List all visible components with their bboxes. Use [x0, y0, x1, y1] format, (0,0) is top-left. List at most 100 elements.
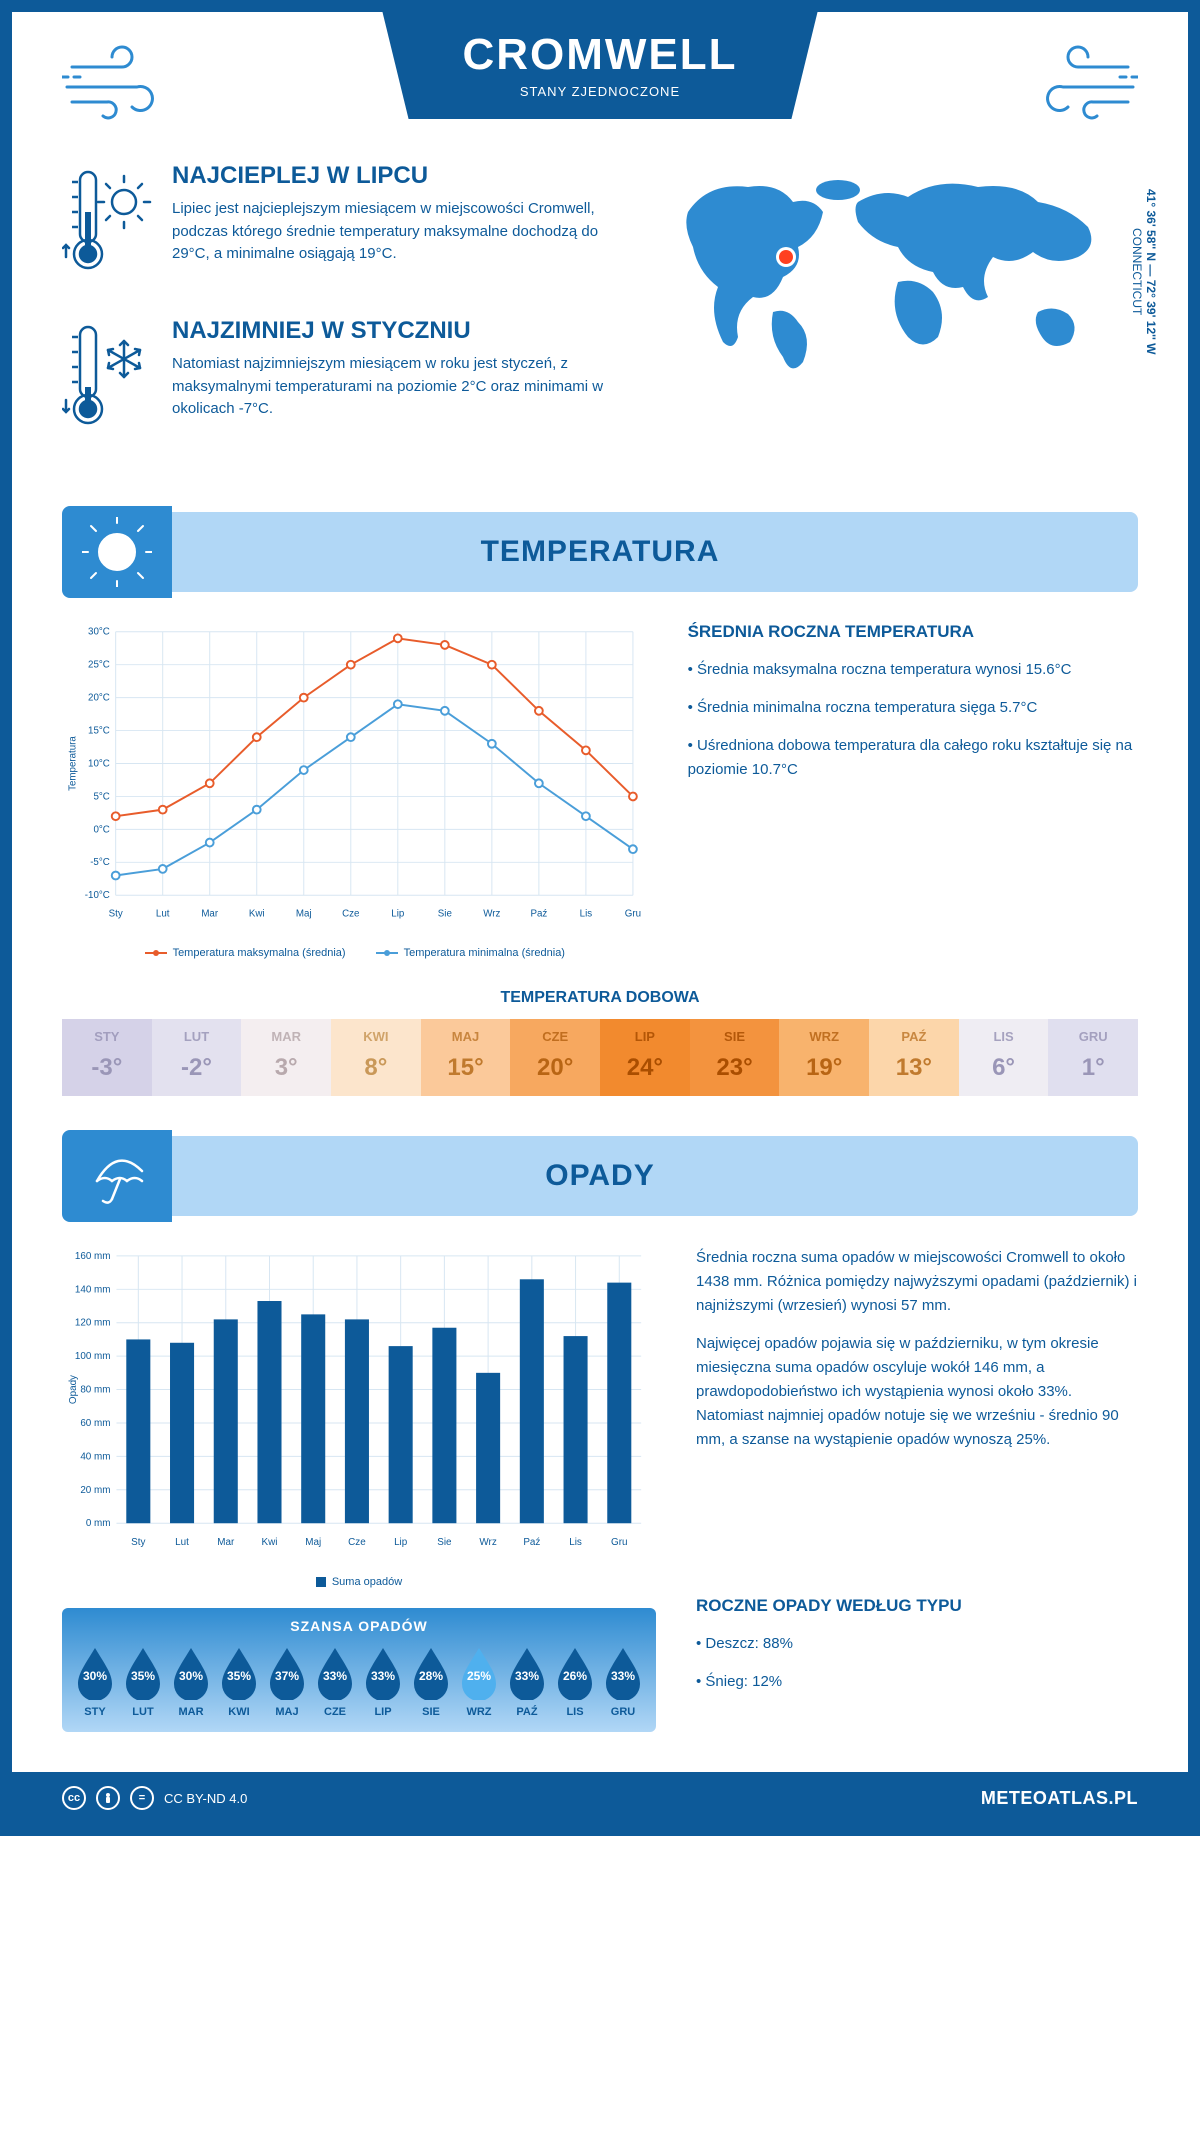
precip-summary: Średnia roczna suma opadów w miejscowośc…	[696, 1246, 1138, 1732]
svg-text:Maj: Maj	[305, 1537, 321, 1548]
svg-text:Lis: Lis	[580, 909, 593, 920]
wind-icon-right	[1018, 42, 1138, 122]
drop-icon: 35%	[218, 1646, 260, 1700]
license-text: CC BY-ND 4.0	[164, 1791, 247, 1806]
page: CROMWELL STANY ZJEDNOCZONE	[0, 0, 1200, 1836]
drop-icon: 33%	[314, 1646, 356, 1700]
temp-legend: Temperatura maksymalna (średnia) Tempera…	[62, 947, 648, 959]
svg-text:Wrz: Wrz	[483, 909, 500, 920]
svg-text:Maj: Maj	[296, 909, 312, 920]
drop-icon: 30%	[74, 1646, 116, 1700]
drop-cell: 30% STY	[74, 1646, 116, 1718]
coordinates: 41° 36' 58'' N — 72° 39' 12'' W CONNECTI…	[1130, 162, 1158, 382]
svg-text:20°C: 20°C	[88, 693, 110, 704]
svg-text:Kwi: Kwi	[262, 1537, 278, 1548]
cold-title: NAJZIMNIEJ W STYCZNIU	[172, 317, 618, 345]
svg-text:Mar: Mar	[201, 909, 219, 920]
svg-text:Kwi: Kwi	[249, 909, 265, 920]
svg-text:Lip: Lip	[391, 909, 405, 920]
drop-icon: 30%	[170, 1646, 212, 1700]
svg-text:Gru: Gru	[611, 1537, 627, 1548]
site-name: METEOATLAS.PL	[981, 1788, 1138, 1809]
svg-text:Mar: Mar	[217, 1537, 235, 1548]
svg-text:Sie: Sie	[438, 909, 452, 920]
temp-bullet: • Średnia maksymalna roczna temperatura …	[688, 658, 1138, 682]
svg-text:Paź: Paź	[530, 909, 547, 920]
drop-icon: 26%	[554, 1646, 596, 1700]
license-block: cc = CC BY-ND 4.0	[62, 1786, 247, 1810]
svg-text:60 mm: 60 mm	[80, 1418, 110, 1429]
thermometer-cold-icon	[62, 317, 152, 442]
svg-text:Gru: Gru	[625, 909, 641, 920]
temp-bullet: • Uśredniona dobowa temperatura dla całe…	[688, 734, 1138, 782]
precip-type-title: ROCZNE OPADY WEDŁUG TYPU	[696, 1596, 1138, 1616]
sun-icon	[62, 506, 172, 598]
svg-text:-5°C: -5°C	[90, 857, 110, 868]
svg-text:Lip: Lip	[394, 1537, 408, 1548]
drop-icon: 28%	[410, 1646, 452, 1700]
drop-cell: 37% MAJ	[266, 1646, 308, 1718]
svg-text:140 mm: 140 mm	[75, 1285, 111, 1296]
drop-cell: 28% SIE	[410, 1646, 452, 1718]
precip-bar-chart: 0 mm20 mm40 mm60 mm80 mm100 mm120 mm140 …	[62, 1246, 656, 1732]
svg-text:Cze: Cze	[342, 909, 359, 920]
svg-text:-10°C: -10°C	[85, 890, 110, 901]
warm-block: NAJCIEPLEJ W LIPCU Lipiec jest najcieple…	[62, 162, 618, 287]
umbrella-icon	[62, 1130, 172, 1222]
svg-text:120 mm: 120 mm	[75, 1318, 111, 1329]
daily-cell: MAJ15°	[421, 1019, 511, 1096]
warm-title: NAJCIEPLEJ W LIPCU	[172, 162, 618, 190]
precip-text: Najwięcej opadów pojawia się w październ…	[696, 1332, 1138, 1452]
chance-title: SZANSA OPADÓW	[74, 1618, 644, 1634]
temp-line-chart: -10°C-5°C0°C5°C10°C15°C20°C25°C30°CStyLu…	[62, 622, 648, 959]
svg-text:Sty: Sty	[131, 1537, 145, 1548]
svg-text:Cze: Cze	[348, 1537, 366, 1548]
svg-text:10°C: 10°C	[88, 758, 110, 769]
precip-text: Średnia roczna suma opadów w miejscowośc…	[696, 1246, 1138, 1318]
map-area: 41° 36' 58'' N — 72° 39' 12'' W CONNECTI…	[658, 162, 1138, 472]
content: CROMWELL STANY ZJEDNOCZONE	[12, 12, 1188, 1732]
daily-cell: LUT-2°	[152, 1019, 242, 1096]
drop-cell: 33% PAŹ	[506, 1646, 548, 1718]
drop-cell: 25% WRZ	[458, 1646, 500, 1718]
footer: cc = CC BY-ND 4.0 METEOATLAS.PL	[12, 1772, 1188, 1824]
svg-text:Opady: Opady	[68, 1375, 79, 1404]
daily-cell: MAR3°	[241, 1019, 331, 1096]
cold-block: NAJZIMNIEJ W STYCZNIU Natomiast najzimni…	[62, 317, 618, 442]
precip-legend: Suma opadów	[62, 1576, 656, 1588]
precipitation-title: OPADY	[545, 1159, 654, 1193]
svg-text:Paź: Paź	[523, 1537, 540, 1548]
svg-text:5°C: 5°C	[93, 791, 109, 802]
svg-text:100 mm: 100 mm	[75, 1351, 111, 1362]
daily-cell: GRU1°	[1048, 1019, 1138, 1096]
by-icon	[96, 1786, 120, 1810]
svg-text:0°C: 0°C	[93, 824, 109, 835]
drop-icon: 33%	[602, 1646, 644, 1700]
drop-icon: 25%	[458, 1646, 500, 1700]
drop-icon: 35%	[122, 1646, 164, 1700]
wind-icon-left	[62, 42, 182, 122]
nd-icon: =	[130, 1786, 154, 1810]
drop-cell: 33% GRU	[602, 1646, 644, 1718]
world-map-icon	[658, 162, 1138, 382]
daily-cell: SIE23°	[690, 1019, 780, 1096]
svg-text:Wrz: Wrz	[479, 1537, 496, 1548]
daily-temp-table: STY-3°LUT-2°MAR3°KWI8°MAJ15°CZE20°LIP24°…	[62, 1019, 1138, 1096]
drops-row: 30% STY 35% LUT 30% MAR 35% KWI 37% MAJ	[74, 1646, 644, 1718]
drop-cell: 33% LIP	[362, 1646, 404, 1718]
precip-type-bullet: • Deszcz: 88%	[696, 1632, 1138, 1656]
temperature-title: TEMPERATURA	[481, 535, 720, 569]
cold-text: Natomiast najzimniejszym miesiącem w rok…	[172, 353, 618, 421]
svg-text:160 mm: 160 mm	[75, 1251, 111, 1262]
daily-cell: PAŹ13°	[869, 1019, 959, 1096]
drop-cell: 35% KWI	[218, 1646, 260, 1718]
svg-text:Temperatura: Temperatura	[68, 736, 79, 791]
svg-text:30°C: 30°C	[88, 627, 110, 638]
temp-summary-title: ŚREDNIA ROCZNA TEMPERATURA	[688, 622, 1138, 642]
drop-icon: 33%	[506, 1646, 548, 1700]
temp-summary: ŚREDNIA ROCZNA TEMPERATURA • Średnia mak…	[688, 622, 1138, 959]
cc-icon: cc	[62, 1786, 86, 1810]
warm-text: Lipiec jest najcieplejszym miesiącem w m…	[172, 198, 618, 266]
header-row: CROMWELL STANY ZJEDNOCZONE	[62, 42, 1138, 122]
chance-box: SZANSA OPADÓW 30% STY 35% LUT 30% MAR 35…	[62, 1608, 656, 1732]
